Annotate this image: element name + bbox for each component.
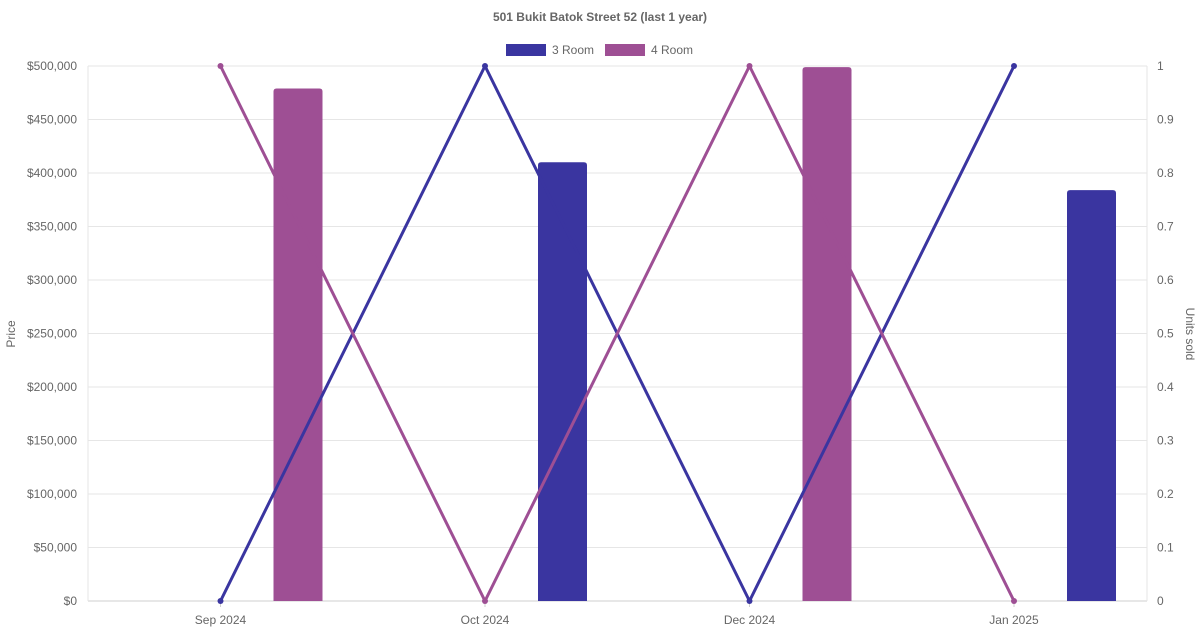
y2-tick-label: 0.8 <box>1157 166 1174 180</box>
chart-title: 501 Bukit Batok Street 52 (last 1 year) <box>493 10 707 24</box>
y-tick-label: $0 <box>64 594 78 608</box>
points <box>217 63 1017 604</box>
y-tick-label: $350,000 <box>27 220 77 234</box>
y-axis-ticks: $0 $50,000 $100,000 $150,000 $200,000 $250,00… <box>27 59 77 608</box>
y-tick-label: $500,000 <box>27 59 77 73</box>
y2-tick-label: 0.2 <box>1157 487 1174 501</box>
bars <box>273 67 1116 602</box>
x-axis-ticks: Sep 2024 Oct 2024 Dec 2024 Jan 2025 <box>195 601 1039 627</box>
y-tick-label: $100,000 <box>27 487 77 501</box>
point-3-room[interactable] <box>746 598 753 604</box>
bar-4-room[interactable] <box>802 67 852 601</box>
legend-item-3-room[interactable]: 3 Room <box>506 43 594 57</box>
lines <box>219 64 1016 603</box>
legend-label-3-room: 3 Room <box>552 43 594 57</box>
y-tick-label: $150,000 <box>27 434 77 448</box>
line-4-room <box>219 64 1016 603</box>
y2-tick-label: 0.1 <box>1157 541 1174 555</box>
bar-4-room[interactable] <box>273 88 323 602</box>
y2-tick-label: 0.3 <box>1157 434 1174 448</box>
y2-axis-title: Units sold <box>1183 308 1197 361</box>
x-tick-label: Dec 2024 <box>724 613 776 627</box>
y-tick-label: $450,000 <box>27 113 77 127</box>
x-tick-label: Oct 2024 <box>461 613 510 627</box>
y-tick-label: $50,000 <box>34 541 78 555</box>
y2-tick-label: 0.5 <box>1157 327 1174 341</box>
y2-tick-label: 0 <box>1157 594 1164 608</box>
y-tick-label: $250,000 <box>27 327 77 341</box>
y2-tick-label: 0.7 <box>1157 220 1174 234</box>
y2-tick-label: 1 <box>1157 59 1164 73</box>
legend: 3 Room 4 Room <box>506 43 693 57</box>
y2-axis-ticks: 0 0.1 0.2 0.3 0.4 0.5 0.6 0.7 0.8 0.9 1 <box>1157 59 1174 608</box>
legend-swatch-3-room <box>506 44 546 56</box>
legend-swatch-4-room <box>605 44 645 56</box>
point-4-room[interactable] <box>217 63 224 69</box>
y-tick-label: $200,000 <box>27 380 77 394</box>
y2-tick-label: 0.9 <box>1157 113 1174 127</box>
legend-item-4-room[interactable]: 4 Room <box>605 43 693 57</box>
y2-tick-label: 0.4 <box>1157 380 1174 394</box>
legend-label-4-room: 4 Room <box>651 43 693 57</box>
point-4-room[interactable] <box>746 63 753 69</box>
y-tick-label: $400,000 <box>27 166 77 180</box>
point-3-room[interactable] <box>482 63 488 69</box>
point-4-room[interactable] <box>1011 598 1017 604</box>
bar-3-room[interactable] <box>538 162 587 602</box>
point-4-room[interactable] <box>482 598 488 604</box>
y-tick-label: $300,000 <box>27 273 77 287</box>
y2-tick-label: 0.6 <box>1157 273 1174 287</box>
point-3-room[interactable] <box>217 598 224 604</box>
y-axis-title: Price <box>4 320 18 348</box>
x-tick-label: Jan 2025 <box>989 613 1039 627</box>
bar-3-room[interactable] <box>1067 190 1116 601</box>
x-tick-label: Sep 2024 <box>195 613 247 627</box>
point-3-room[interactable] <box>1011 63 1017 69</box>
